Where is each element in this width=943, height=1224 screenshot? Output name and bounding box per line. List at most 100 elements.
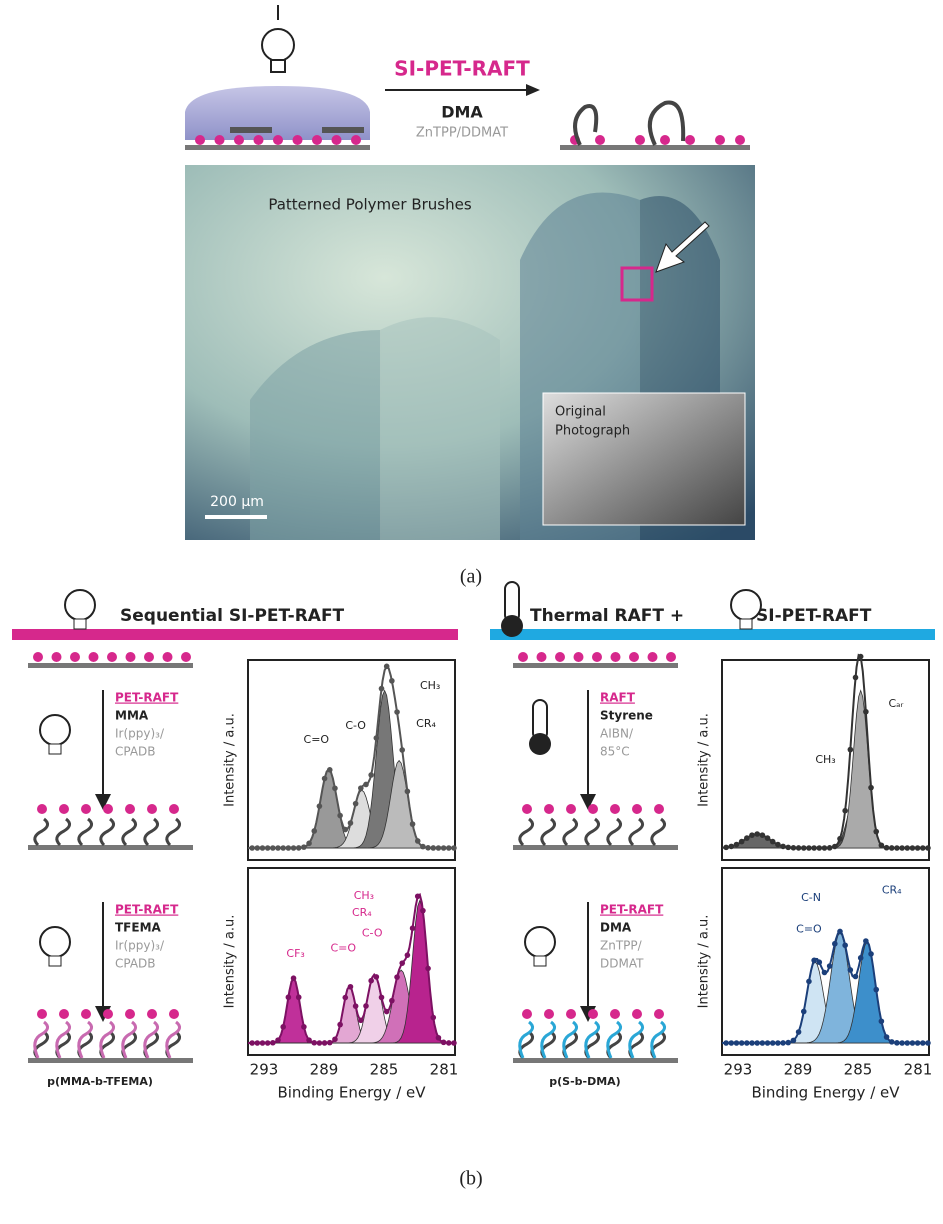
data-point — [785, 1040, 791, 1046]
bulb-icon — [262, 5, 294, 72]
substrate — [28, 663, 193, 668]
dot — [33, 652, 43, 662]
data-point — [796, 845, 802, 851]
data-point — [296, 845, 302, 851]
data-point — [441, 845, 447, 851]
dot — [234, 135, 244, 145]
peak-label: C-N — [801, 891, 821, 904]
step-catalyst: Ir(ppy)₃/ — [115, 939, 165, 953]
chain — [57, 819, 70, 845]
data-point — [749, 832, 755, 838]
chain-end — [544, 1009, 554, 1019]
data-point — [311, 828, 317, 834]
data-point — [384, 1009, 390, 1015]
data-point — [879, 842, 885, 848]
data-point — [910, 845, 916, 851]
data-point — [920, 1040, 926, 1046]
chain-end — [125, 1009, 135, 1019]
data-point — [904, 1040, 910, 1046]
data-point — [286, 994, 292, 1000]
step-catalyst: 85°C — [600, 745, 630, 759]
step-method: RAFT — [600, 691, 636, 705]
data-point — [744, 1040, 750, 1046]
data-point — [337, 813, 343, 819]
data-point — [363, 782, 369, 788]
data-point — [374, 974, 380, 980]
chain — [101, 819, 114, 845]
dot — [635, 135, 645, 145]
data-point — [405, 952, 411, 958]
data-point — [822, 970, 828, 976]
dot — [660, 135, 670, 145]
data-point — [920, 845, 926, 851]
chain-end — [522, 1009, 532, 1019]
chain — [520, 819, 533, 845]
chain-end — [522, 804, 532, 814]
dot — [592, 652, 602, 662]
data-point — [301, 844, 307, 850]
data-point — [265, 1040, 271, 1046]
bulb-icon — [525, 927, 555, 957]
data-point — [791, 845, 797, 851]
data-point — [723, 845, 729, 851]
chain-end — [632, 804, 642, 814]
data-point — [842, 808, 848, 814]
data-point — [374, 735, 380, 741]
data-point — [368, 772, 374, 778]
header: Thermal RAFT + — [530, 606, 684, 626]
data-point — [853, 974, 859, 980]
data-point — [265, 845, 271, 851]
dot — [215, 135, 225, 145]
x-tick-label: 289 — [310, 1061, 339, 1079]
data-point — [765, 835, 771, 841]
thermometer-bulb — [529, 733, 551, 755]
chain-end — [566, 1009, 576, 1019]
data-point — [410, 925, 416, 931]
data-point — [389, 998, 395, 1004]
data-point — [436, 1035, 442, 1041]
data-point — [306, 1037, 312, 1043]
data-point — [925, 845, 931, 851]
data-point — [332, 785, 338, 791]
substrate — [560, 145, 750, 150]
data-point — [796, 1029, 802, 1035]
data-point — [410, 821, 416, 827]
data-point — [332, 1036, 338, 1042]
data-point — [879, 1018, 885, 1024]
dot — [181, 652, 191, 662]
data-point — [889, 1039, 895, 1045]
data-point — [744, 835, 750, 841]
peak-label: C-O — [345, 719, 366, 732]
data-point — [394, 709, 400, 715]
data-point — [780, 844, 786, 850]
data-point — [301, 1024, 307, 1030]
data-point — [770, 839, 776, 845]
step-catalyst: DDMAT — [600, 957, 644, 971]
data-point — [754, 831, 760, 837]
data-point — [255, 845, 261, 851]
data-point — [425, 845, 431, 851]
dot — [52, 652, 62, 662]
chain — [542, 819, 555, 845]
data-point — [342, 995, 348, 1001]
method: SI-PET-RAFT — [394, 57, 530, 81]
peak-label: CR₄ — [352, 906, 372, 919]
data-point — [801, 1009, 807, 1015]
data-point — [904, 845, 910, 851]
data-point — [775, 842, 781, 848]
data-point — [925, 1040, 931, 1046]
data-point — [420, 844, 426, 850]
data-point — [358, 1018, 364, 1024]
chain-end — [147, 804, 157, 814]
data-point — [884, 1034, 890, 1040]
x-tick-label: 289 — [784, 1061, 813, 1079]
data-point — [739, 839, 745, 845]
data-point — [785, 845, 791, 851]
bulb-base — [49, 744, 61, 754]
x-tick-label: 285 — [370, 1061, 399, 1079]
data-point — [723, 1040, 729, 1046]
data-point — [342, 827, 348, 833]
header: SI-PET-RAFT — [756, 606, 872, 626]
data-point — [286, 845, 292, 851]
data-point — [806, 845, 812, 851]
